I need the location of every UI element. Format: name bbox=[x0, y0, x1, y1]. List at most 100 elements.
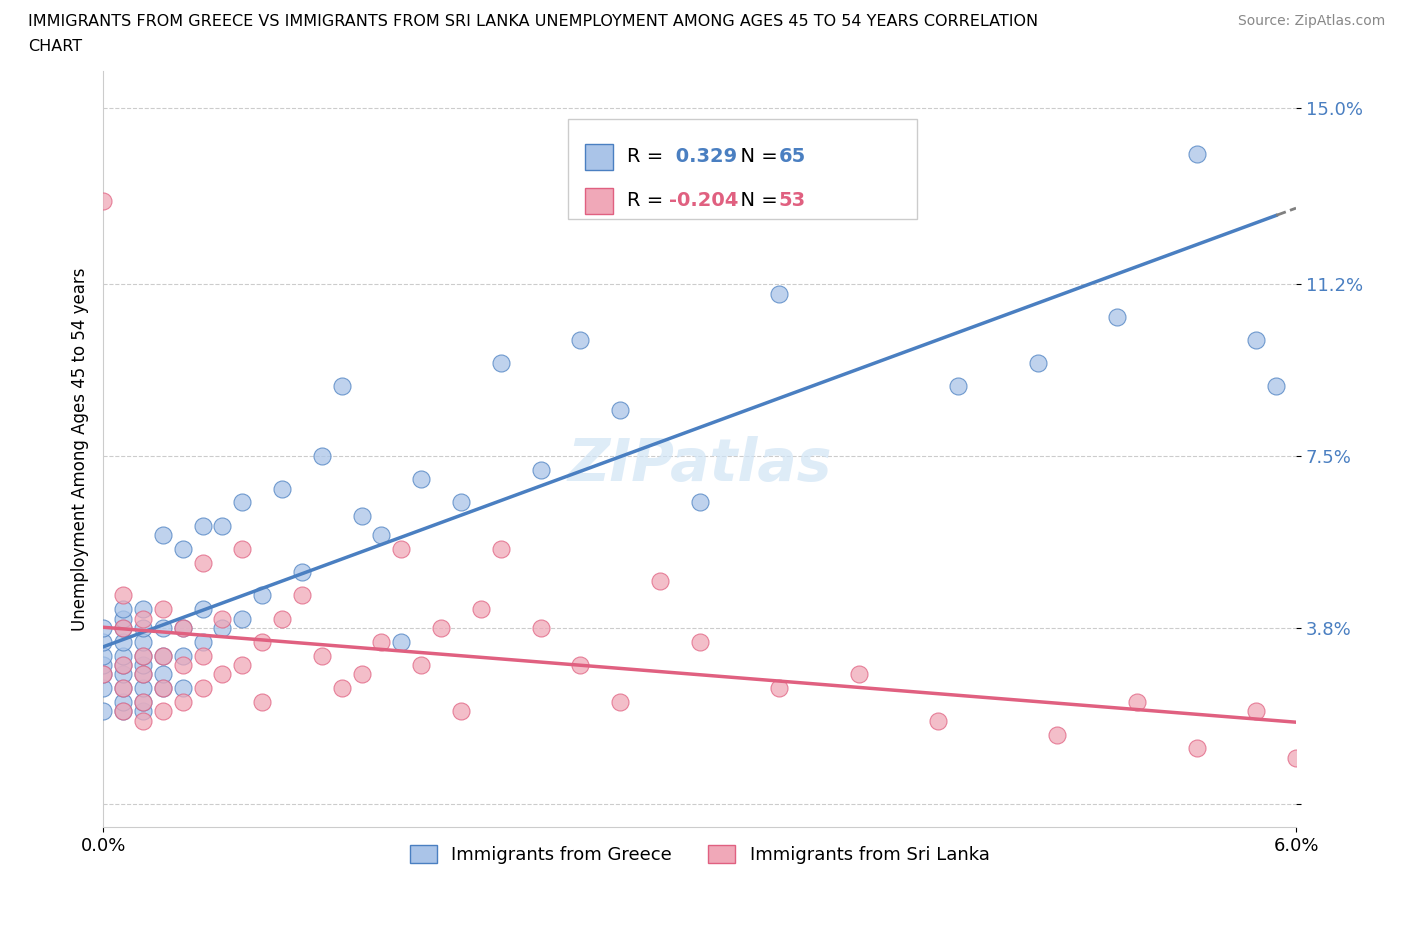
Point bbox=[172, 681, 194, 696]
Point bbox=[291, 565, 314, 579]
Point bbox=[609, 402, 631, 417]
Point bbox=[191, 555, 214, 570]
Point bbox=[172, 541, 194, 556]
Text: IMMIGRANTS FROM GREECE VS IMMIGRANTS FROM SRI LANKA UNEMPLOYMENT AMONG AGES 45 T: IMMIGRANTS FROM GREECE VS IMMIGRANTS FRO… bbox=[28, 14, 1038, 29]
Point bbox=[152, 681, 174, 696]
Point bbox=[132, 667, 155, 682]
Point bbox=[1046, 727, 1069, 742]
Text: 53: 53 bbox=[779, 192, 806, 210]
Point bbox=[648, 574, 671, 589]
Point bbox=[91, 634, 114, 649]
Text: CHART: CHART bbox=[28, 39, 82, 54]
Point bbox=[946, 379, 969, 394]
Point bbox=[489, 541, 512, 556]
Point bbox=[152, 667, 174, 682]
Point bbox=[132, 681, 155, 696]
Point bbox=[132, 648, 155, 663]
Point bbox=[450, 495, 472, 510]
Point bbox=[91, 193, 114, 208]
Point bbox=[1126, 695, 1149, 710]
Point bbox=[91, 667, 114, 682]
Point bbox=[132, 704, 155, 719]
Point bbox=[172, 648, 194, 663]
Point bbox=[250, 588, 273, 603]
Y-axis label: Unemployment Among Ages 45 to 54 years: Unemployment Among Ages 45 to 54 years bbox=[72, 267, 89, 631]
Point bbox=[211, 611, 233, 626]
Point bbox=[91, 667, 114, 682]
Point bbox=[1107, 310, 1129, 325]
Point bbox=[111, 658, 134, 672]
Point bbox=[172, 620, 194, 635]
Point bbox=[211, 620, 233, 635]
Point bbox=[231, 611, 253, 626]
Point bbox=[609, 695, 631, 710]
Point bbox=[152, 620, 174, 635]
Point bbox=[191, 648, 214, 663]
Point bbox=[132, 695, 155, 710]
Point bbox=[1246, 704, 1268, 719]
Point bbox=[111, 648, 134, 663]
Point bbox=[111, 667, 134, 682]
Point bbox=[1026, 356, 1049, 371]
Point bbox=[330, 379, 353, 394]
Point bbox=[1185, 147, 1208, 162]
Text: 65: 65 bbox=[779, 147, 806, 166]
Point bbox=[330, 681, 353, 696]
Point bbox=[191, 518, 214, 533]
Point bbox=[132, 634, 155, 649]
Point bbox=[489, 356, 512, 371]
Text: ZIPatlas: ZIPatlas bbox=[568, 436, 832, 493]
Point bbox=[132, 611, 155, 626]
Text: N =: N = bbox=[728, 192, 785, 210]
Point bbox=[231, 495, 253, 510]
Point bbox=[389, 634, 412, 649]
Point bbox=[768, 286, 790, 301]
Text: N =: N = bbox=[728, 147, 785, 166]
Point bbox=[191, 681, 214, 696]
Legend: Immigrants from Greece, Immigrants from Sri Lanka: Immigrants from Greece, Immigrants from … bbox=[402, 838, 997, 871]
Point bbox=[389, 541, 412, 556]
Point bbox=[152, 648, 174, 663]
Point bbox=[211, 667, 233, 682]
Point bbox=[132, 648, 155, 663]
Point bbox=[91, 620, 114, 635]
Point bbox=[152, 704, 174, 719]
Point bbox=[689, 634, 711, 649]
Point bbox=[132, 658, 155, 672]
Point bbox=[132, 667, 155, 682]
Point bbox=[470, 602, 492, 617]
Point bbox=[132, 602, 155, 617]
Point bbox=[132, 620, 155, 635]
Point bbox=[111, 681, 134, 696]
Point bbox=[152, 648, 174, 663]
Point bbox=[111, 588, 134, 603]
Point bbox=[111, 704, 134, 719]
Point bbox=[848, 193, 870, 208]
Point bbox=[569, 658, 592, 672]
Point bbox=[231, 658, 253, 672]
Point bbox=[91, 658, 114, 672]
Point bbox=[111, 620, 134, 635]
Point bbox=[450, 704, 472, 719]
Point bbox=[91, 704, 114, 719]
Text: 0.329: 0.329 bbox=[669, 147, 737, 166]
Point bbox=[927, 713, 949, 728]
Point bbox=[111, 620, 134, 635]
Point bbox=[91, 681, 114, 696]
Point bbox=[291, 588, 314, 603]
Point bbox=[370, 527, 392, 542]
Point bbox=[152, 602, 174, 617]
Point bbox=[311, 448, 333, 463]
Point bbox=[191, 634, 214, 649]
Point bbox=[250, 695, 273, 710]
Text: -0.204: -0.204 bbox=[669, 192, 738, 210]
Point bbox=[1265, 379, 1288, 394]
Point bbox=[152, 681, 174, 696]
Text: Source: ZipAtlas.com: Source: ZipAtlas.com bbox=[1237, 14, 1385, 28]
Point bbox=[152, 527, 174, 542]
Point bbox=[569, 333, 592, 348]
Text: R =: R = bbox=[627, 192, 669, 210]
Point bbox=[172, 658, 194, 672]
Point bbox=[111, 634, 134, 649]
Point bbox=[1246, 333, 1268, 348]
